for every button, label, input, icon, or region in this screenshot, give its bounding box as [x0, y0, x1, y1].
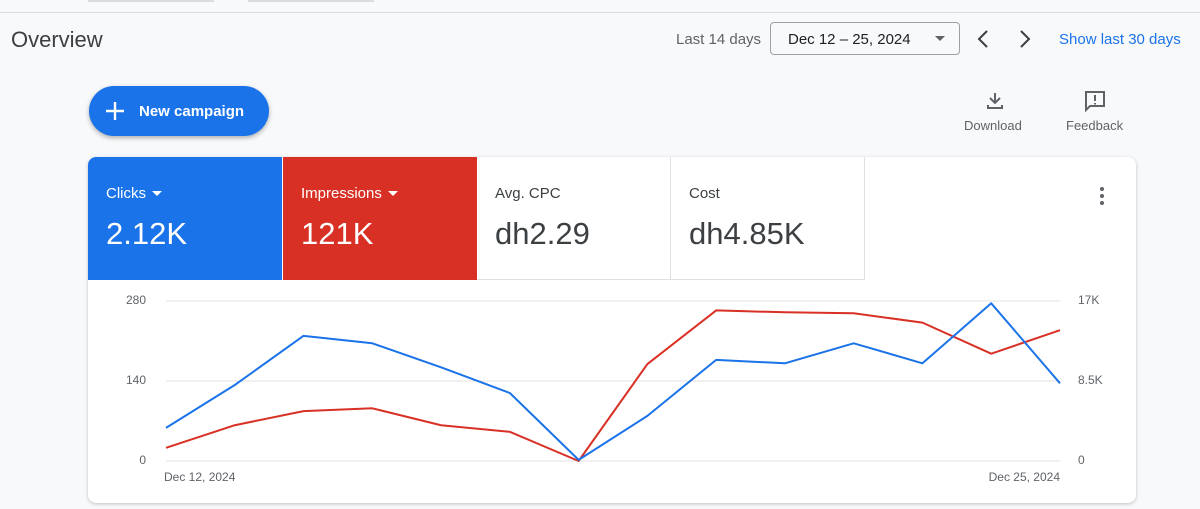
metric-tile[interactable]: Clicks 2.12K [88, 157, 282, 280]
feedback-icon[interactable] [1083, 89, 1107, 113]
page-title: Overview [11, 27, 103, 52]
prev-button[interactable] [975, 29, 991, 49]
y-tick-label: 140 [126, 373, 146, 387]
metric-label: Avg. CPC [495, 185, 561, 202]
download-icon[interactable] [984, 90, 1006, 112]
y2-tick-label: 17K [1078, 293, 1099, 307]
chart: 0 140 280 0 8.5K 17K Dec 12, 2024 Dec 25, 2024 [126, 293, 1103, 484]
series-line [165, 309, 1061, 462]
metric-label: Cost [689, 185, 720, 202]
metric-tile[interactable]: Avg. CPC dh2.29 [477, 157, 671, 280]
top-divider [0, 12, 1200, 13]
top-tab [248, 0, 374, 2]
metric-label: Clicks [106, 185, 146, 202]
date-range: Dec 12 – 25, 2024 [788, 31, 911, 48]
next-button[interactable] [1017, 29, 1033, 49]
metric-value: dh4.85K [689, 216, 805, 251]
new-campaign-button[interactable]: New campaign [89, 86, 269, 136]
range-label: Last 14 days [676, 31, 762, 48]
y-tick-label: 280 [126, 293, 146, 307]
more-menu[interactable] [1098, 186, 1106, 206]
metric-tile[interactable]: Cost dh4.85K [671, 157, 865, 280]
dropdown-icon [152, 190, 162, 196]
metric-label: Impressions [301, 185, 382, 202]
metric-value: 121K [301, 216, 374, 251]
y2-tick-label: 8.5K [1078, 373, 1103, 387]
button-label: New campaign [139, 103, 245, 120]
top-tab [88, 0, 214, 2]
x-tick-label: Dec 12, 2024 [164, 470, 236, 484]
series-line [165, 302, 1061, 461]
plus-icon [106, 102, 124, 120]
x-tick-label: Dec 25, 2024 [989, 470, 1061, 484]
download-label[interactable]: Download [964, 118, 1022, 133]
metric-value: dh2.29 [495, 216, 590, 251]
metric-tile[interactable]: Impressions 121K [283, 157, 477, 280]
overview-card: Clicks 2.12K Impressions 121K Avg. CPC d… [88, 157, 1136, 503]
metric-value: 2.12K [106, 216, 188, 251]
date-select[interactable]: Dec 12 – 25, 2024 [770, 22, 960, 55]
dropdown-icon [935, 36, 945, 41]
feedback-label[interactable]: Feedback [1066, 118, 1124, 133]
y2-tick-label: 0 [1078, 453, 1085, 467]
show-more-link[interactable]: Show last 30 days [1059, 31, 1181, 48]
dropdown-icon [387, 190, 398, 196]
y-tick-label: 0 [139, 453, 146, 467]
